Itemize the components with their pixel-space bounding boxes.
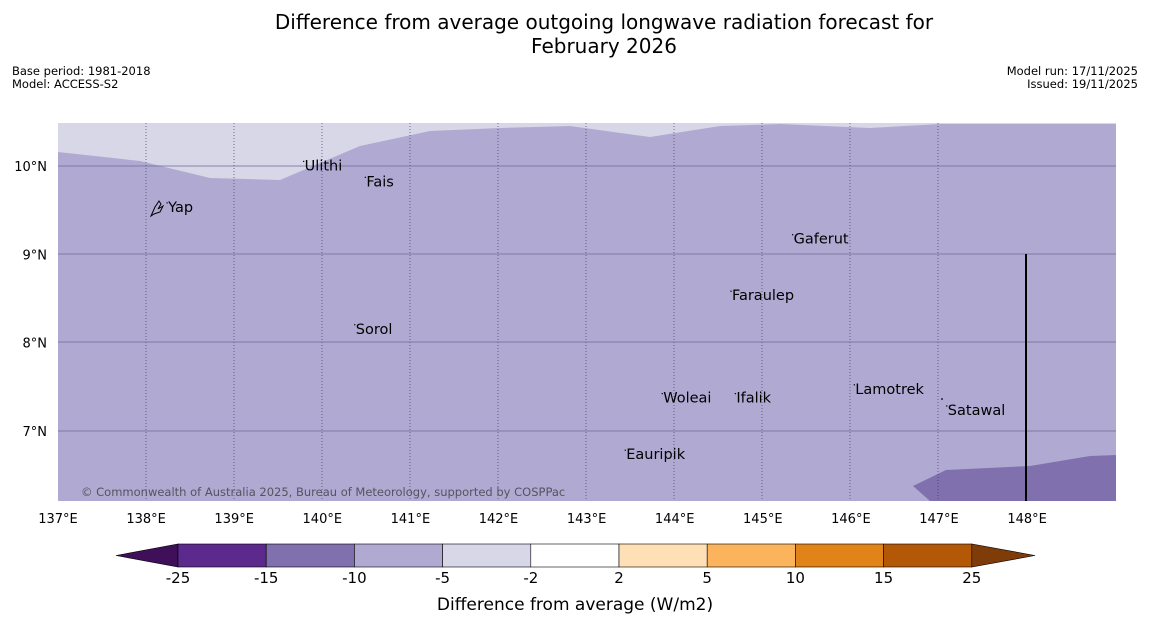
lon-label: 143°E xyxy=(567,512,607,527)
colorbar-bin xyxy=(618,543,708,568)
place-marker xyxy=(166,202,168,204)
colorbar-tick: 5 xyxy=(702,569,712,587)
issued-date: Issued: 19/11/2025 xyxy=(1027,77,1138,91)
colorbar-tick: -10 xyxy=(342,569,367,587)
longitude-labels: 137°E 138°E 139°E 140°E 141°E 142°E 143°E 144°E… xyxy=(38,512,1047,527)
meta-right: Model run: 17/11/2025 Issued: 19/11/2025 xyxy=(1007,65,1138,91)
place-marker xyxy=(661,392,663,395)
colorbar-tick: -2 xyxy=(523,569,538,587)
title-line-1: Difference from average outgoing longwav… xyxy=(274,10,934,34)
place-label: Fais xyxy=(366,174,393,190)
colorbar-tick: -25 xyxy=(166,569,191,587)
colorbar-bin xyxy=(177,543,267,568)
colorbar-bin xyxy=(265,543,355,568)
lat-label: 9°N xyxy=(23,248,48,263)
place-labels: Yap Ulithi Fais Gaferut Faraulep Sorol Lamotre… xyxy=(166,158,1005,463)
colorbar-bin xyxy=(530,543,620,568)
meta-left: Base period: 1981-2018 Model: ACCESS-S2 xyxy=(12,65,151,91)
lon-label: 147°E xyxy=(919,512,959,527)
latitude-labels: 10°N 9°N 8°N 7°N xyxy=(14,160,47,440)
lat-label: 7°N xyxy=(23,425,48,440)
colorbar-extend-high xyxy=(971,543,1036,568)
place-label: Eauripik xyxy=(626,447,685,463)
place-label: Sorol xyxy=(356,322,393,338)
colorbar-tick: 25 xyxy=(962,569,981,587)
lon-label: 146°E xyxy=(831,512,871,527)
copyright-text: © Commonwealth of Australia 2025, Bureau… xyxy=(81,485,565,499)
lon-label: 141°E xyxy=(391,512,431,527)
place-label: Ifalik xyxy=(736,391,771,407)
model-run: Model run: 17/11/2025 xyxy=(1006,64,1138,78)
longitude-gridlines xyxy=(145,123,939,501)
place-label: Ulithi xyxy=(305,158,343,174)
chart-title: Difference from average outgoing longwav… xyxy=(0,10,1150,58)
place-marker xyxy=(734,392,737,395)
lon-label: 137°E xyxy=(38,512,78,527)
islet-dot xyxy=(941,398,943,400)
lon-label: 142°E xyxy=(479,512,519,527)
place-marker xyxy=(730,290,732,292)
colorbar-bin xyxy=(883,543,973,568)
place-label: Satawal xyxy=(948,403,1005,419)
colorbar-tick: 10 xyxy=(786,569,805,587)
place-label: Gaferut xyxy=(794,232,849,248)
lon-label: 144°E xyxy=(655,512,695,527)
colorbar-bin xyxy=(795,543,884,568)
map-panel: Yap Ulithi Fais Gaferut Faraulep Sorol Lamotre… xyxy=(58,123,1116,501)
title-line-2: February 2026 xyxy=(531,34,677,58)
colorbar-bin xyxy=(706,543,796,568)
lon-label: 138°E xyxy=(126,512,166,527)
colorbar-tick-labels: -25 -15 -10 -5 -2 2 5 10 15 25 xyxy=(166,569,982,587)
colorbar xyxy=(115,543,1036,568)
place-label: Faraulep xyxy=(732,288,794,304)
lon-label: 139°E xyxy=(214,512,254,527)
yap-island-outline xyxy=(149,200,165,218)
colorbar-extend-low xyxy=(115,543,179,568)
anomaly-band-minus10-minus5 xyxy=(58,123,1116,501)
colorbar-bin xyxy=(354,543,443,568)
place-marker xyxy=(354,324,356,326)
place-marker xyxy=(302,160,305,163)
lon-label: 140°E xyxy=(303,512,343,527)
lat-label: 10°N xyxy=(14,160,47,175)
colorbar-tick: -5 xyxy=(435,569,450,587)
anomaly-band-minus5-minus2 xyxy=(58,123,1116,180)
place-label: Yap xyxy=(167,200,193,216)
model-name: Model: ACCESS-S2 xyxy=(12,77,119,91)
place-marker xyxy=(791,234,794,236)
place-marker xyxy=(364,176,367,179)
place-marker xyxy=(853,384,856,386)
lat-label: 8°N xyxy=(23,337,48,352)
base-period: Base period: 1981-2018 xyxy=(12,64,151,78)
anomaly-band-minus15-minus10 xyxy=(913,455,1116,501)
colorbar-tick: -15 xyxy=(254,569,279,587)
place-label: Lamotrek xyxy=(855,382,924,398)
colorbar-title: Difference from average (W/m2) xyxy=(437,595,713,615)
lon-label: 148°E xyxy=(1007,512,1047,527)
colorbar-tick: 15 xyxy=(874,569,893,587)
place-marker xyxy=(946,405,948,407)
latitude-gridlines xyxy=(58,165,1116,432)
colorbar-bin xyxy=(442,543,532,568)
place-label: Woleai xyxy=(663,391,711,407)
place-marker xyxy=(624,449,626,451)
lon-label: 145°E xyxy=(743,512,783,527)
colorbar-tick: 2 xyxy=(614,569,624,587)
